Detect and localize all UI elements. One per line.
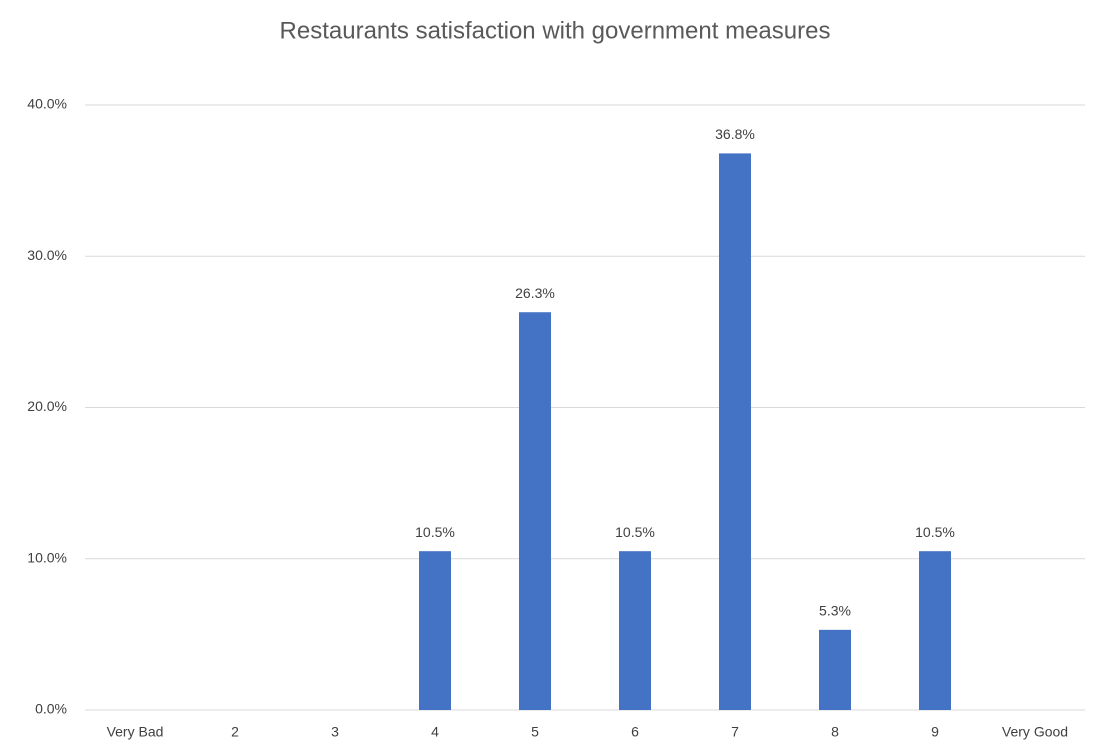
- y-tick-label: 40.0%: [27, 96, 67, 112]
- x-tick-label: 2: [231, 724, 239, 740]
- x-tick-label: 3: [331, 724, 339, 740]
- x-tick-label: 4: [431, 724, 439, 740]
- data-label: 26.3%: [515, 285, 555, 301]
- chart-title: Restaurants satisfaction with government…: [280, 17, 831, 44]
- bar: [819, 629, 851, 710]
- x-tick-label: 6: [631, 724, 639, 740]
- bar: [419, 551, 451, 710]
- data-label: 10.5%: [415, 524, 455, 540]
- bar: [919, 551, 951, 710]
- x-tick-label: Very Bad: [107, 724, 164, 740]
- x-tick-label: 9: [931, 724, 939, 740]
- data-label: 36.8%: [715, 126, 755, 142]
- x-tick-label: 7: [731, 724, 739, 740]
- bar: [519, 312, 551, 710]
- y-tick-label: 0.0%: [35, 701, 67, 717]
- y-tick-label: 30.0%: [27, 247, 67, 263]
- y-tick-label: 10.0%: [27, 549, 67, 565]
- x-tick-label: 5: [531, 724, 539, 740]
- data-label: 10.5%: [915, 524, 955, 540]
- x-tick-label: 8: [831, 724, 839, 740]
- data-label: 10.5%: [615, 524, 655, 540]
- y-tick-label: 20.0%: [27, 398, 67, 414]
- bar: [719, 153, 751, 710]
- bar: [619, 551, 651, 710]
- x-tick-label: Very Good: [1002, 724, 1068, 740]
- data-label: 5.3%: [819, 603, 851, 619]
